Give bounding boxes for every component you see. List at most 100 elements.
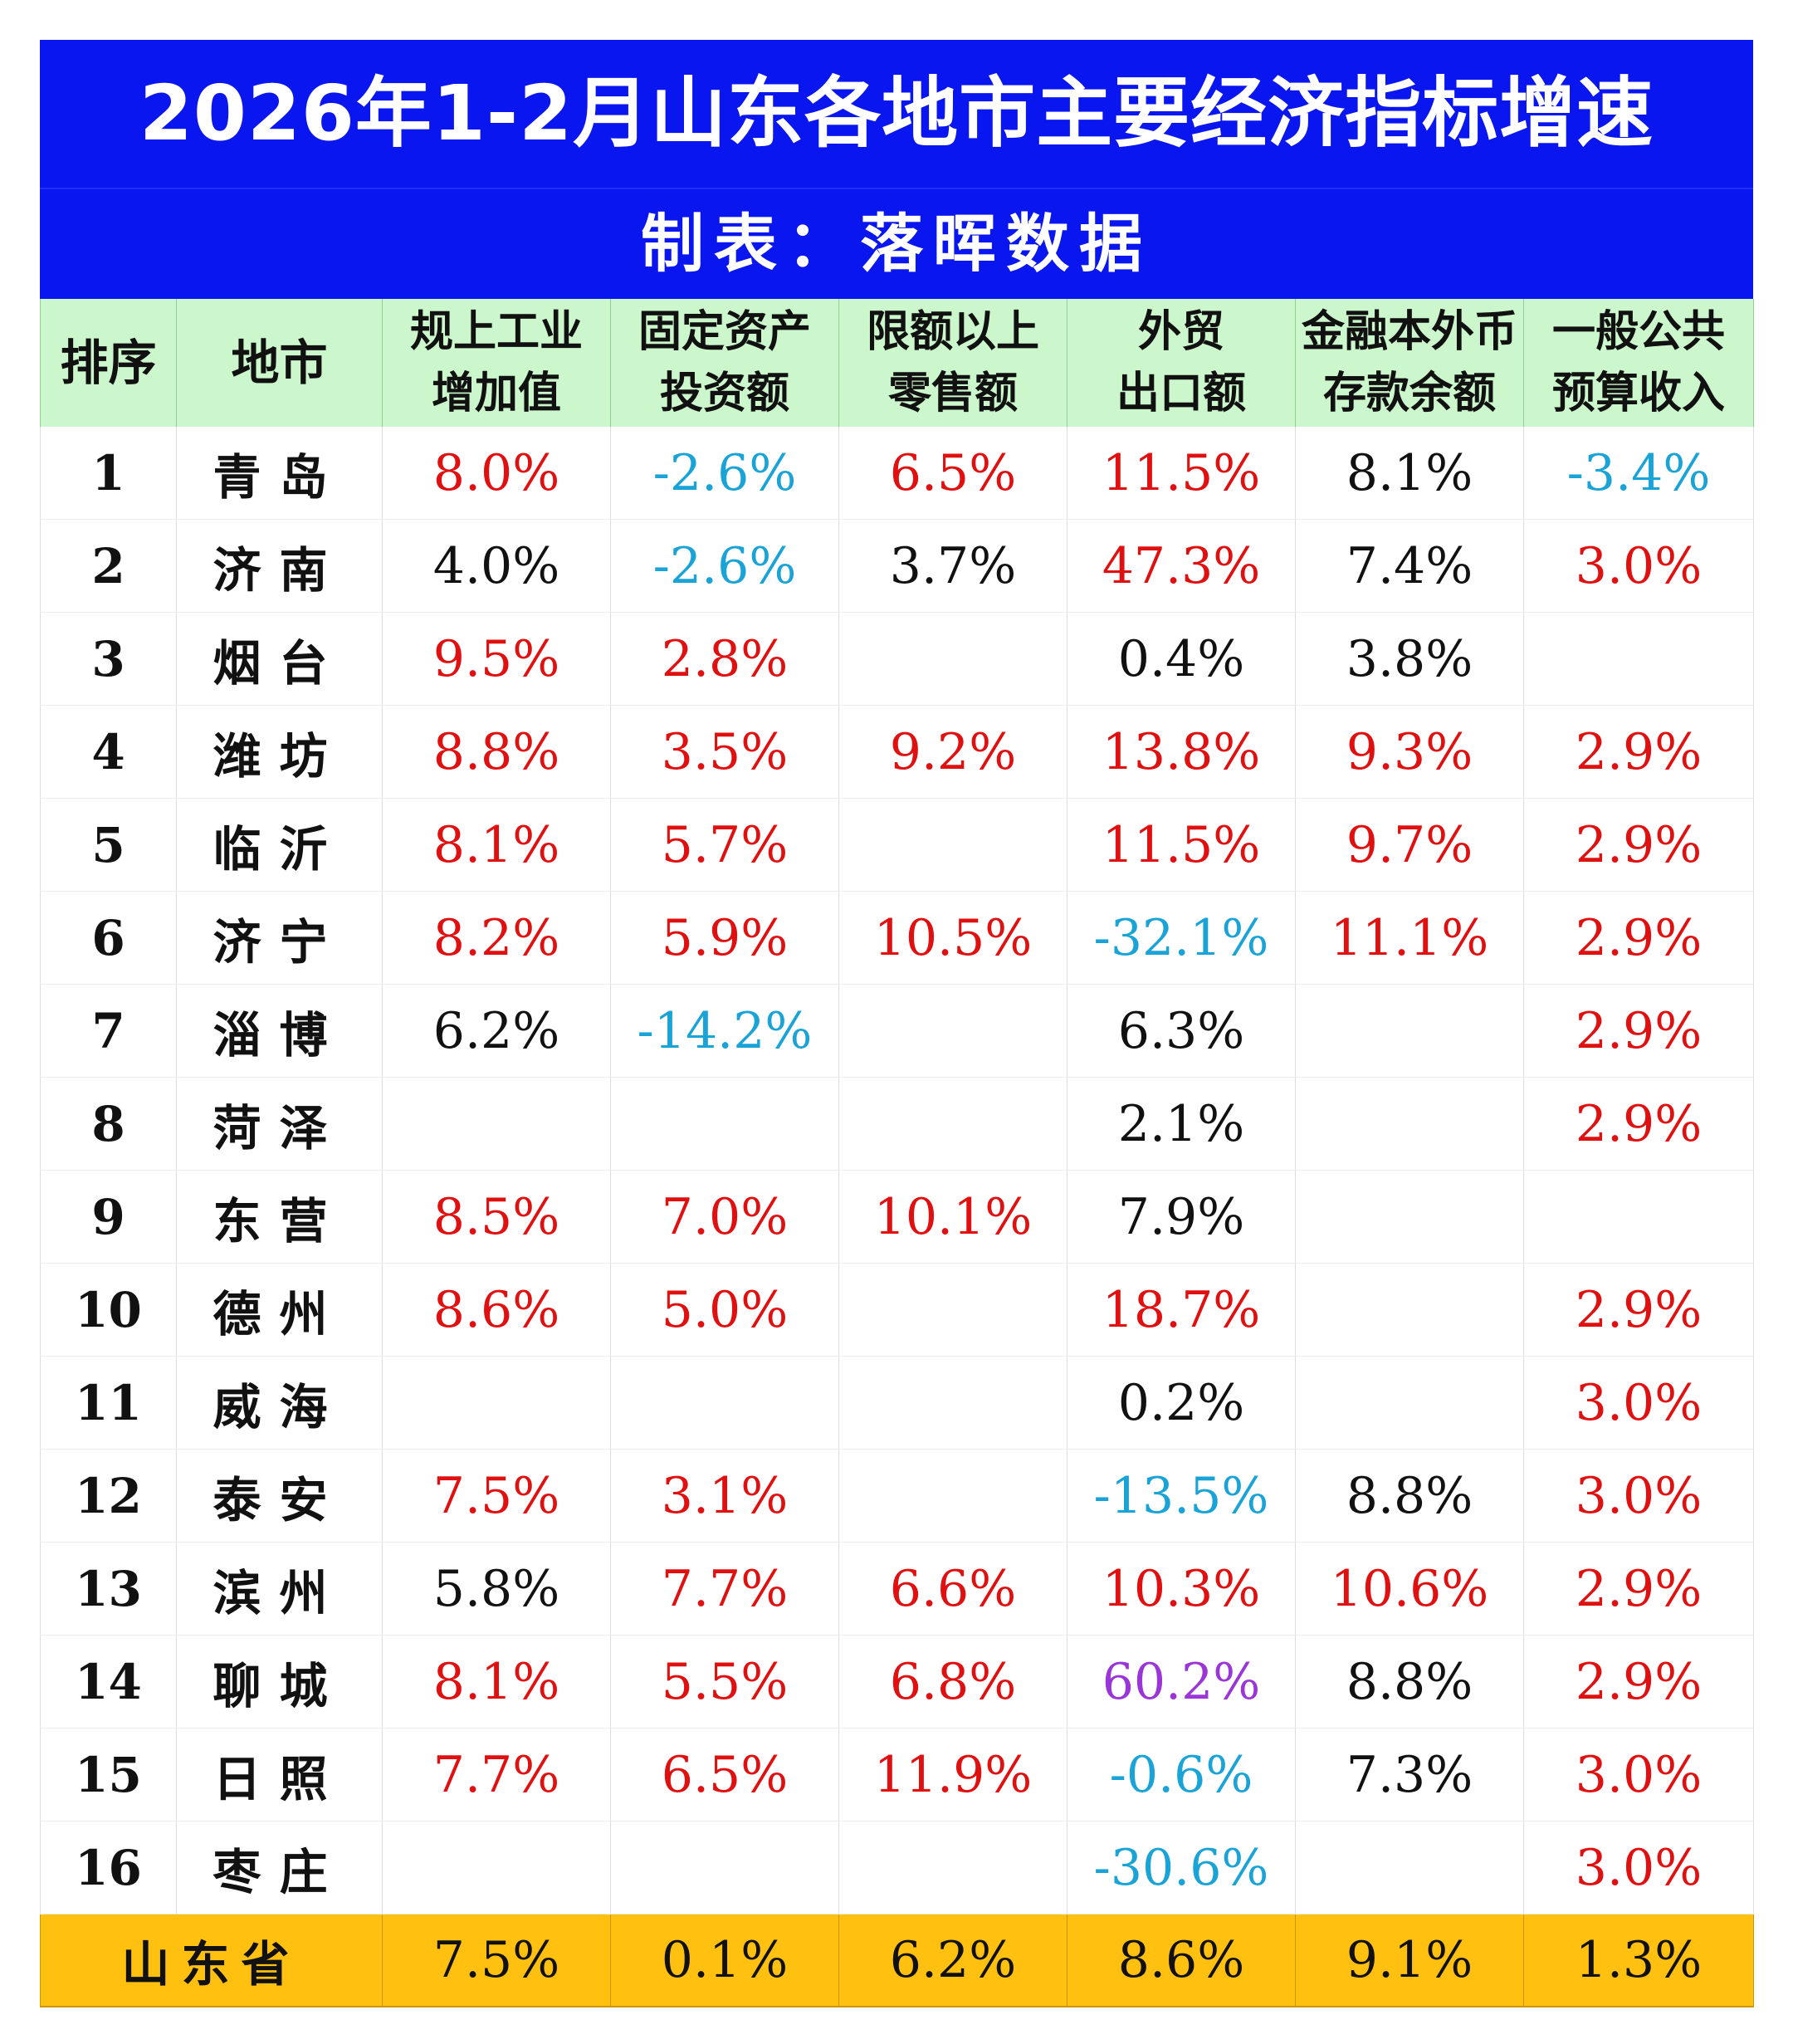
value-cell: 5.0%: [610, 1263, 839, 1357]
value-cell: 9.3%: [1295, 705, 1524, 799]
value-cell: -2.6%: [610, 519, 839, 613]
value-cell: 3.0%: [1523, 1728, 1754, 1822]
value-cell: [838, 1077, 1067, 1171]
value-cell: 7.4%: [1295, 519, 1524, 613]
table-row: 12 泰安 7.5% 3.1% -13.5% 8.8% 3.0%: [40, 1449, 1754, 1543]
value-cell: 60.2%: [1067, 1635, 1296, 1729]
value-cell: 5.9%: [610, 891, 839, 985]
city-cell: 枣庄: [176, 1821, 383, 1914]
header-city: 地市: [176, 299, 383, 427]
table-row: 16 枣庄 -30.6% 3.0%: [40, 1821, 1754, 1914]
value-cell: 7.7%: [610, 1542, 839, 1636]
value-cell: 7.5%: [382, 1449, 611, 1543]
value-cell: 11.1%: [1295, 891, 1524, 985]
value-cell: 8.6%: [382, 1263, 611, 1357]
value-cell: 8.8%: [382, 705, 611, 799]
table-row: 5 临沂 8.1% 5.7% 11.5% 9.7% 2.9%: [40, 798, 1754, 892]
value-cell: 2.9%: [1523, 1542, 1754, 1636]
value-cell: 5.7%: [610, 798, 839, 892]
value-cell: 2.9%: [1523, 1077, 1754, 1171]
rank-cell: 16: [40, 1821, 177, 1914]
indicator-sheet: 2026年1-2月山东各地市主要经济指标增速 制表：落晖数据 排序 地市 规上工…: [40, 40, 1754, 2007]
value-cell: 8.0%: [382, 427, 611, 520]
province-label: 山东省: [40, 1914, 383, 2007]
value-cell: 8.5%: [382, 1170, 611, 1264]
rank-cell: 15: [40, 1728, 177, 1822]
value-cell: 3.0%: [1523, 519, 1754, 613]
table-row: 3 烟台 9.5% 2.8% 0.4% 3.8%: [40, 612, 1754, 706]
value-cell: 2.9%: [1523, 1263, 1754, 1357]
value-cell: 2.9%: [1523, 798, 1754, 892]
header-exports: 外贸 出口额: [1067, 299, 1296, 427]
value-cell: 10.6%: [1295, 1542, 1524, 1636]
value-cell: 10.5%: [838, 891, 1067, 985]
value-cell: 6.8%: [838, 1635, 1067, 1729]
value-cell: -2.6%: [610, 427, 839, 520]
value-cell: [382, 1077, 611, 1171]
value-cell: 47.3%: [1067, 519, 1296, 613]
table-row: 1 青岛 8.0% -2.6% 6.5% 11.5% 8.1% -3.4%: [40, 427, 1754, 520]
table-subtitle: 制表：落晖数据: [40, 188, 1753, 299]
value-cell: [1295, 1077, 1524, 1171]
value-cell: 2.9%: [1523, 891, 1754, 985]
value-cell: 8.1%: [1295, 427, 1524, 520]
total-cell: 1.3%: [1523, 1914, 1754, 2007]
value-cell: 11.5%: [1067, 427, 1296, 520]
value-cell: [838, 612, 1067, 706]
value-cell: [1295, 984, 1524, 1078]
table-row: 9 东营 8.5% 7.0% 10.1% 7.9%: [40, 1170, 1754, 1264]
value-cell: 3.1%: [610, 1449, 839, 1543]
value-cell: 9.7%: [1295, 798, 1524, 892]
value-cell: 6.6%: [838, 1542, 1067, 1636]
header-industrial-value-added: 规上工业 增加值: [382, 299, 611, 427]
rank-cell: 4: [40, 705, 177, 799]
value-cell: [838, 984, 1067, 1078]
city-cell: 潍坊: [176, 705, 383, 799]
table-footer: 山东省 7.5% 0.1% 6.2% 8.6% 9.1% 1.3%: [40, 1914, 1754, 2007]
header-line1: 一般公共: [1551, 307, 1725, 357]
value-cell: 8.1%: [382, 798, 611, 892]
header-line2: 投资额: [659, 369, 789, 418]
city-cell: 济宁: [176, 891, 383, 985]
table-body: 1 青岛 8.0% -2.6% 6.5% 11.5% 8.1% -3.4% 2 济南 4.0% -2.…: [40, 427, 1754, 1914]
value-cell: [610, 1356, 839, 1450]
value-cell: 11.9%: [838, 1728, 1067, 1822]
city-cell: 菏泽: [176, 1077, 383, 1171]
city-cell: 滨州: [176, 1542, 383, 1636]
value-cell: 7.3%: [1295, 1728, 1524, 1822]
value-cell: 3.0%: [1523, 1449, 1754, 1543]
table-header: 排序 地市 规上工业 增加值 固定资产 投资额 限额以上 零售额 外贸 出口额 金融本外…: [40, 299, 1754, 427]
province-total-row: 山东省 7.5% 0.1% 6.2% 8.6% 9.1% 1.3%: [40, 1914, 1754, 2007]
value-cell: [382, 1821, 611, 1914]
value-cell: 8.8%: [1295, 1635, 1524, 1729]
city-cell: 青岛: [176, 427, 383, 520]
city-cell: 威海: [176, 1356, 383, 1450]
value-cell: 3.0%: [1523, 1356, 1754, 1450]
rank-cell: 12: [40, 1449, 177, 1543]
table-row: 4 潍坊 8.8% 3.5% 9.2% 13.8% 9.3% 2.9%: [40, 705, 1754, 799]
header-budget-revenue: 一般公共 预算收入: [1523, 299, 1754, 427]
value-cell: 5.5%: [610, 1635, 839, 1729]
value-cell: 18.7%: [1067, 1263, 1296, 1357]
header-line1: 外贸: [1137, 307, 1224, 357]
header-fixed-asset-investment: 固定资产 投资额: [610, 299, 839, 427]
value-cell: 7.9%: [1067, 1170, 1296, 1264]
value-cell: 8.8%: [1295, 1449, 1524, 1543]
rank-cell: 7: [40, 984, 177, 1078]
city-cell: 济南: [176, 519, 383, 613]
value-cell: 2.9%: [1523, 705, 1754, 799]
total-cell: 7.5%: [382, 1914, 611, 2007]
table-row: 2 济南 4.0% -2.6% 3.7% 47.3% 7.4% 3.0%: [40, 519, 1754, 613]
rank-cell: 13: [40, 1542, 177, 1636]
value-cell: 2.9%: [1523, 1635, 1754, 1729]
city-cell: 东营: [176, 1170, 383, 1264]
city-cell: 德州: [176, 1263, 383, 1357]
city-cell: 泰安: [176, 1449, 383, 1543]
value-cell: -0.6%: [1067, 1728, 1296, 1822]
table-row: 10 德州 8.6% 5.0% 18.7% 2.9%: [40, 1263, 1754, 1357]
value-cell: [1523, 612, 1754, 706]
rank-cell: 8: [40, 1077, 177, 1171]
value-cell: [382, 1356, 611, 1450]
rank-cell: 6: [40, 891, 177, 985]
value-cell: 13.8%: [1067, 705, 1296, 799]
